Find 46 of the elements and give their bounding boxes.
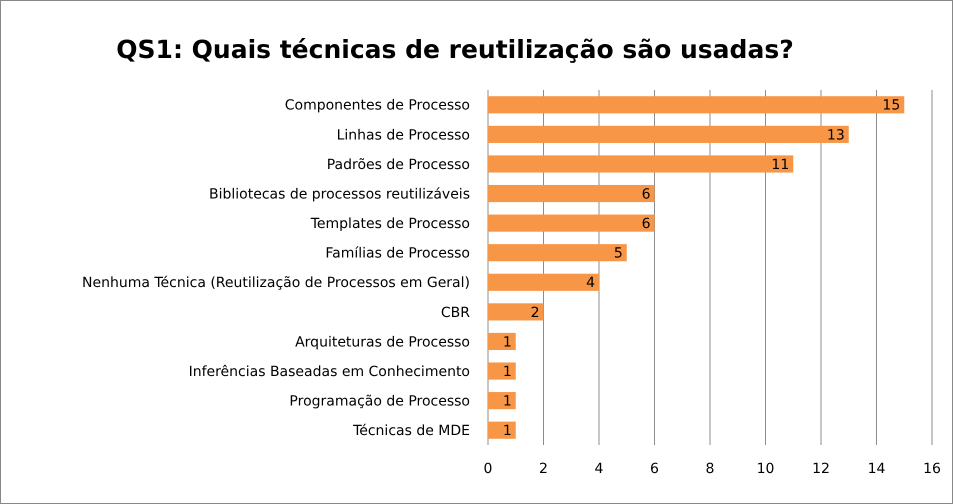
data-label: 13	[826, 127, 845, 144]
bar	[488, 126, 849, 143]
y-tick-label: Arquiteturas de Processo	[295, 334, 470, 350]
data-label: 6	[642, 216, 651, 232]
x-tick-label: 16	[923, 461, 941, 477]
y-tick-label: Programação de Processo	[289, 394, 470, 410]
data-label: 4	[586, 275, 596, 292]
x-tick-label: 8	[706, 461, 714, 477]
x-tick-label: 6	[650, 461, 660, 477]
y-tick-label: Linhas de Processo	[336, 127, 470, 144]
y-tick-label: Inferências Baseadas em Conhecimento	[188, 364, 470, 380]
bar	[488, 303, 544, 320]
y-tick-label: Padrões de Processo	[326, 156, 470, 173]
bar	[488, 274, 599, 291]
x-tick-label: 0	[484, 461, 492, 477]
y-tick-label: Famílias de Processo	[325, 246, 470, 262]
bar	[488, 362, 516, 380]
bar	[488, 155, 794, 173]
y-tick-label: Nenhuma Técnica (Reutilização de Processos em Geral)	[82, 275, 470, 292]
data-label: 1	[502, 423, 512, 440]
bar	[488, 422, 516, 439]
x-tick-label: 10	[756, 461, 774, 477]
data-label: 6	[642, 186, 651, 202]
bar	[488, 214, 654, 232]
x-tick-label: 2	[539, 461, 548, 477]
chart-title: QS1: Quais técnicas de reutilização são usadas?	[116, 35, 794, 64]
x-tick-label: 12	[812, 461, 830, 477]
bar	[488, 392, 516, 410]
data-label: 1	[502, 364, 512, 380]
y-tick-label: Bibliotecas de processos reutilizáveis	[208, 186, 470, 202]
x-tick-label: 4	[594, 461, 604, 477]
data-label: 11	[771, 156, 790, 173]
y-tick-label: Templates de Processo	[310, 216, 470, 232]
x-tick-label: 14	[868, 461, 886, 477]
bar	[488, 332, 516, 350]
y-tick-label: Componentes de Processo	[284, 98, 470, 114]
data-label: 15	[882, 98, 900, 114]
data-label: 2	[530, 304, 540, 321]
y-tick-label: Técnicas de MDE	[352, 423, 470, 440]
data-label: 1	[502, 394, 512, 410]
data-label: 5	[614, 246, 623, 262]
bar	[488, 244, 627, 262]
bar	[488, 184, 654, 202]
data-label: 1	[502, 334, 512, 350]
y-tick-label: CBR	[440, 304, 470, 321]
bar	[488, 96, 904, 114]
